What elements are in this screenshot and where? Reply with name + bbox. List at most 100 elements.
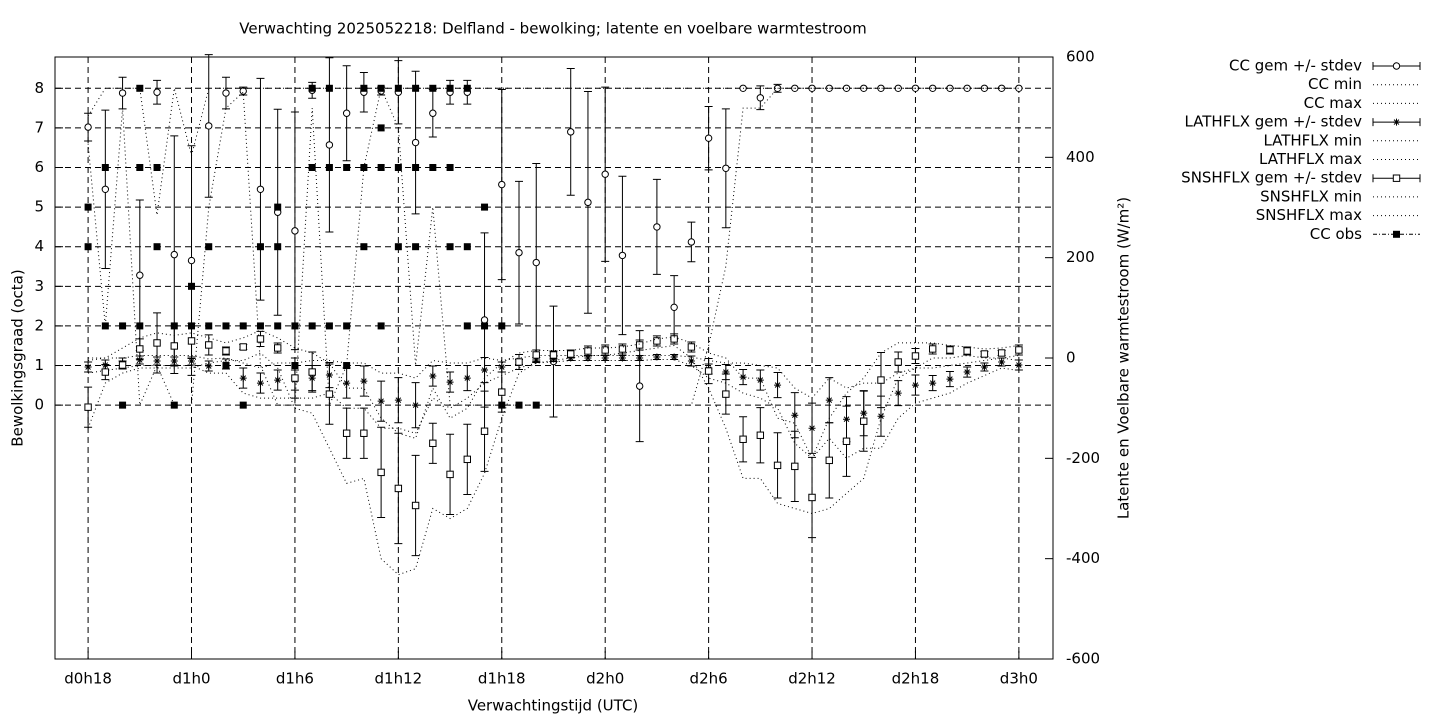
y-tick-label: 8 — [34, 79, 44, 97]
point-marker — [635, 382, 644, 390]
point-marker — [153, 339, 161, 347]
point-marker — [429, 439, 437, 447]
point-marker — [515, 248, 523, 257]
legend-label: SNSHFLX min — [1260, 187, 1362, 205]
point-marker — [670, 353, 678, 361]
point-marker — [601, 346, 609, 354]
point-marker — [291, 362, 299, 370]
point-marker — [343, 362, 351, 370]
point-marker — [756, 376, 764, 384]
point-marker — [170, 322, 178, 330]
point-marker — [722, 368, 730, 376]
point-marker — [1393, 230, 1400, 238]
point-marker — [308, 368, 316, 376]
point-marker — [756, 94, 765, 102]
point-marker — [256, 335, 265, 343]
point-marker — [446, 163, 454, 171]
point-marker — [842, 437, 851, 445]
point-marker — [446, 243, 454, 251]
point-marker — [360, 243, 368, 251]
point-marker — [756, 431, 765, 439]
legend-label: LATHFLX gem +/- stdev — [1184, 113, 1362, 131]
point-marker — [791, 462, 799, 471]
point-marker — [446, 84, 454, 92]
point-marker — [188, 282, 196, 290]
point-marker — [256, 243, 264, 251]
point-marker — [446, 470, 454, 479]
point-marker — [1015, 346, 1023, 354]
point-marker — [515, 401, 523, 409]
point-marker — [1015, 361, 1023, 369]
point-marker — [377, 163, 385, 171]
point-marker — [360, 163, 368, 171]
point-marker — [188, 322, 196, 330]
x-tick-label: d1h12 — [375, 670, 423, 688]
y2-tick-label: 0 — [1066, 349, 1076, 367]
legend-label: LATHFLX min — [1263, 131, 1362, 149]
point-marker — [239, 87, 247, 95]
y2-axis-label: Latente en Voelbare warmtestroom (W/m²) — [1115, 197, 1133, 519]
point-marker — [256, 379, 264, 387]
point-marker — [825, 456, 833, 465]
series-line — [87, 87, 1019, 216]
point-marker — [653, 223, 661, 231]
point-marker — [860, 417, 868, 425]
point-marker — [653, 353, 661, 361]
x-tick-label: d2h12 — [788, 670, 836, 688]
y2-tick-label: 400 — [1066, 148, 1095, 166]
point-marker — [291, 227, 299, 235]
point-marker — [136, 345, 144, 353]
y-tick-label: 3 — [34, 277, 44, 295]
point-marker — [343, 379, 351, 387]
point-marker — [998, 358, 1006, 366]
point-marker — [670, 303, 678, 312]
point-marker — [911, 381, 919, 389]
point-marker — [170, 250, 178, 259]
point-marker — [411, 501, 420, 510]
point-marker — [239, 343, 247, 351]
y-tick-label: 0 — [34, 396, 44, 414]
point-marker — [308, 84, 316, 92]
series-line — [87, 86, 1019, 406]
point-marker — [291, 322, 299, 330]
point-marker — [118, 361, 127, 369]
point-marker — [256, 185, 265, 193]
point-marker — [463, 84, 471, 92]
point-marker — [687, 343, 696, 351]
x-tick-label: d2h18 — [892, 670, 940, 688]
point-marker — [980, 350, 989, 358]
point-marker — [825, 396, 833, 404]
point-marker — [153, 88, 161, 96]
point-marker — [274, 203, 282, 211]
y-tick-label: 5 — [34, 198, 44, 216]
point-marker — [946, 346, 954, 354]
point-marker — [84, 403, 92, 411]
legend-label: SNSHFLX max — [1256, 206, 1362, 224]
point-marker — [429, 84, 437, 92]
y2-tick-label: -200 — [1066, 449, 1100, 467]
point-marker — [222, 322, 230, 330]
point-marker — [635, 341, 644, 349]
point-marker — [463, 374, 471, 382]
point-marker — [618, 354, 626, 362]
point-marker — [549, 351, 558, 359]
point-marker — [342, 429, 351, 437]
point-marker — [429, 372, 437, 380]
y-tick-label: 4 — [34, 237, 44, 255]
x-tick-label: d1h18 — [478, 670, 526, 688]
point-marker — [739, 435, 747, 443]
x-tick-label: d3h0 — [1000, 670, 1038, 688]
point-marker — [894, 358, 902, 366]
point-marker — [532, 258, 540, 267]
legend-label: CC max — [1304, 94, 1363, 112]
legend-label: CC gem +/- stdev — [1229, 57, 1362, 75]
x-tick-label: d2h0 — [586, 670, 624, 688]
point-marker — [532, 351, 540, 359]
point-marker — [118, 89, 127, 97]
point-marker — [394, 84, 402, 92]
point-marker — [222, 347, 230, 355]
y2-tick-label: -600 — [1066, 650, 1100, 668]
point-marker — [498, 388, 506, 396]
point-marker — [980, 363, 988, 371]
